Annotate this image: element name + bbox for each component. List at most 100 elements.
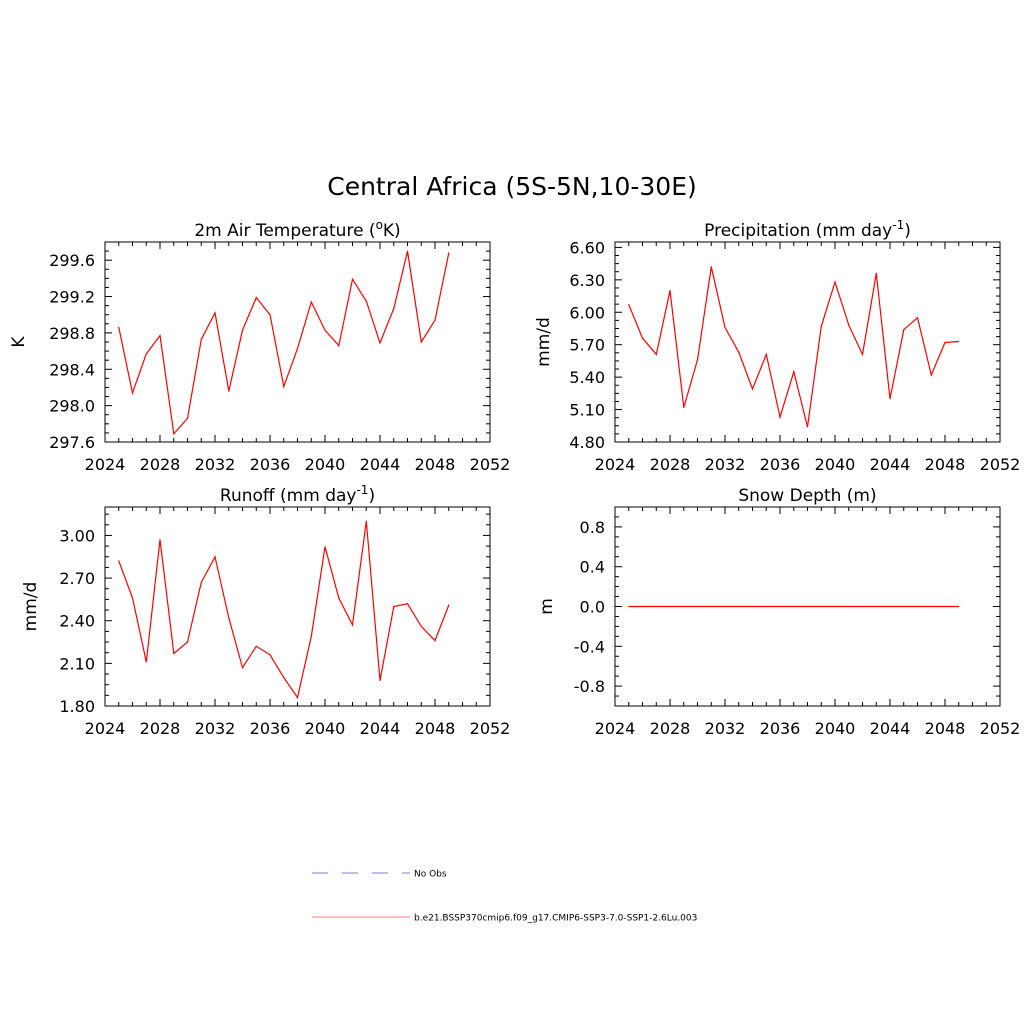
data-point xyxy=(696,605,699,608)
y-axis-label: mm/d xyxy=(534,317,554,367)
data-point xyxy=(683,406,685,409)
y-tick-label: 0.4 xyxy=(580,558,605,577)
x-tick-label: 2024 xyxy=(85,719,126,738)
data-point xyxy=(186,417,189,419)
panel-3: 2024 2028 2032 2036 2040 2044 2048 2052 1.80 2.10… xyxy=(21,483,510,738)
data-point xyxy=(793,605,795,608)
data-point xyxy=(641,337,644,339)
data-point xyxy=(406,250,409,252)
panel-title: 2m Air Temperature (oK) xyxy=(194,218,400,241)
x-tick-label: 2036 xyxy=(250,455,291,474)
x-tick-label: 2036 xyxy=(760,719,801,738)
data-point xyxy=(310,301,312,303)
data-point xyxy=(393,307,395,309)
panel-title: Precipitation (mm day-1) xyxy=(704,218,911,241)
x-tick-label: 2040 xyxy=(305,455,346,474)
data-point xyxy=(834,605,836,608)
x-tick-label: 2032 xyxy=(195,719,236,738)
data-point xyxy=(145,661,147,663)
data-point xyxy=(310,635,312,637)
y-tick-label: 299.2 xyxy=(49,288,95,307)
series-line xyxy=(118,521,450,699)
data-point xyxy=(434,640,436,642)
y-tick-label: 5.40 xyxy=(569,368,605,387)
x-tick-label: 2032 xyxy=(705,719,746,738)
x-tick-label: 2048 xyxy=(415,455,456,474)
plot-frame xyxy=(614,241,1001,443)
data-point xyxy=(765,353,767,356)
data-point xyxy=(241,329,244,331)
x-tick-label: 2028 xyxy=(140,455,181,474)
data-point xyxy=(958,605,960,608)
y-tick-label: -0.8 xyxy=(574,677,605,696)
legend: No Obs b.e21.BSSP370cmip6.f09_g17.CMIP6-… xyxy=(312,870,697,924)
x-tick-label: 2052 xyxy=(470,455,511,474)
data-point xyxy=(159,539,161,541)
x-tick-label: 2048 xyxy=(925,719,966,738)
series-line xyxy=(118,250,450,436)
data-point xyxy=(448,252,450,254)
data-point xyxy=(930,374,932,376)
data-point xyxy=(889,398,891,400)
data-point xyxy=(406,603,409,605)
data-point xyxy=(241,667,244,669)
data-point xyxy=(889,605,891,608)
data-point xyxy=(669,290,671,292)
panel-title: Snow Depth (m) xyxy=(738,486,876,506)
data-point xyxy=(200,338,202,340)
x-tick-label: 2024 xyxy=(595,455,636,474)
data-point xyxy=(820,325,822,327)
x-tick-label: 2036 xyxy=(250,719,291,738)
x-tick-label: 2028 xyxy=(140,719,181,738)
data-point xyxy=(903,328,905,331)
data-point xyxy=(696,359,699,361)
panel-title: Runoff (mm day-1) xyxy=(220,483,375,506)
x-tick-label: 2048 xyxy=(925,455,966,474)
data-point xyxy=(173,433,175,435)
data-point xyxy=(131,392,134,394)
data-point xyxy=(269,314,271,316)
data-point xyxy=(779,416,781,418)
x-tick-label: 2044 xyxy=(360,719,401,738)
x-tick-label: 2052 xyxy=(980,719,1021,738)
x-tick-label: 2024 xyxy=(85,455,126,474)
y-tick-label: 298.0 xyxy=(49,397,95,416)
y-tick-label: -0.4 xyxy=(574,637,605,656)
data-point xyxy=(683,605,685,608)
data-point xyxy=(145,353,147,355)
y-tick-label: 6.00 xyxy=(569,303,605,322)
y-tick-label: 4.80 xyxy=(569,433,605,452)
legend-model-label: b.e21.BSSP370cmip6.f09_g17.CMIP6-SSP3-7.… xyxy=(414,914,697,924)
data-point xyxy=(861,605,864,608)
data-point xyxy=(420,625,422,628)
y-tick-label: 2.40 xyxy=(59,612,95,631)
data-point xyxy=(186,641,189,643)
data-point xyxy=(765,605,767,608)
data-point xyxy=(324,546,326,548)
data-point xyxy=(214,556,216,558)
data-point xyxy=(875,272,877,274)
series-line xyxy=(628,266,959,428)
data-point xyxy=(669,605,671,608)
data-point xyxy=(903,605,905,608)
x-tick-label: 2024 xyxy=(595,719,636,738)
y-tick-label: 0.8 xyxy=(580,518,605,537)
data-point xyxy=(338,345,340,347)
x-tick-label: 2028 xyxy=(650,455,691,474)
y-tick-label: 2.10 xyxy=(59,654,95,673)
x-tick-label: 2036 xyxy=(760,455,801,474)
data-point xyxy=(958,340,960,343)
data-point xyxy=(118,560,120,562)
data-point xyxy=(296,347,299,349)
data-point xyxy=(641,605,644,608)
panel-4: 2024 2028 2032 2036 2040 2044 2048 2052 -0.8 -0.4… xyxy=(537,486,1020,738)
data-point xyxy=(655,605,657,608)
data-point xyxy=(710,605,712,608)
data-point xyxy=(379,342,381,344)
data-point xyxy=(848,605,850,608)
data-point xyxy=(296,696,299,699)
data-point xyxy=(283,676,285,679)
data-point xyxy=(173,652,175,655)
x-tick-label: 2032 xyxy=(705,455,746,474)
